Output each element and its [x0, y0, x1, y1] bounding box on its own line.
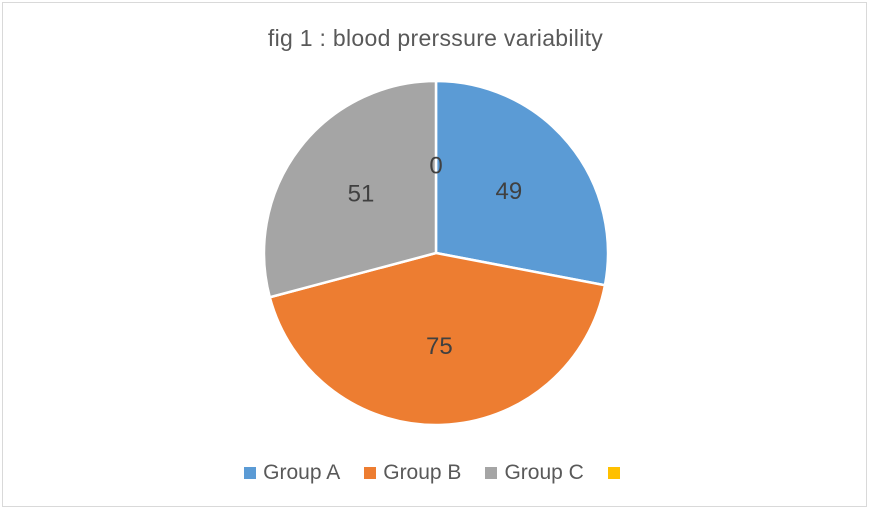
legend-swatch: [485, 467, 498, 479]
legend-item-group-c: Group C: [485, 461, 584, 485]
legend-item-unnamed: [607, 467, 627, 479]
legend-item-group-a: Group A: [244, 461, 340, 485]
pie-slice-group-a: [434, 79, 610, 287]
legend-swatch: [244, 467, 257, 479]
data-label-unnamed: 0: [429, 152, 442, 179]
pie-chart: 49 75 51 0: [262, 79, 610, 427]
data-label-group-b: 75: [426, 333, 453, 360]
pie-slice-group-c: [262, 79, 438, 299]
data-label-group-c: 51: [348, 181, 375, 208]
legend: Group A Group B Group C: [3, 461, 868, 485]
legend-item-group-b: Group B: [364, 461, 461, 485]
legend-label: Group C: [504, 461, 584, 484]
legend-label: Group A: [263, 461, 341, 484]
legend-label: Group B: [383, 461, 462, 484]
data-label-group-a: 49: [496, 178, 523, 205]
chart-title: fig 1 : blood prerssure variability: [267, 25, 604, 51]
legend-swatch: [607, 467, 620, 479]
legend-swatch: [364, 467, 377, 479]
pie-slice-group-b: [268, 251, 607, 427]
